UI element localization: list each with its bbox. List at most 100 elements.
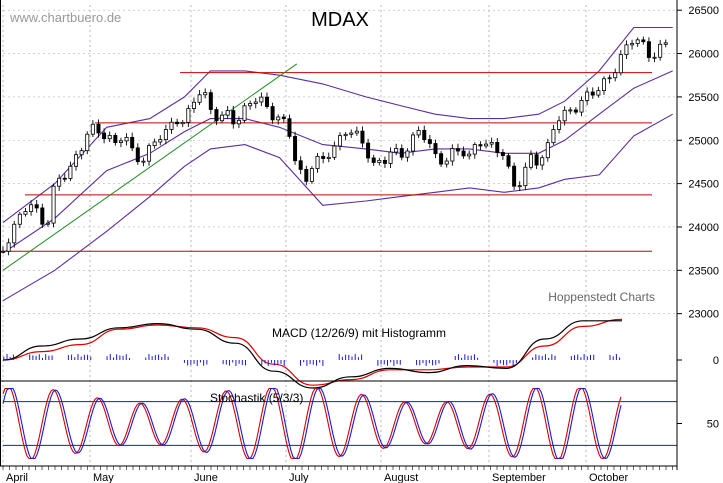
candle-body	[630, 43, 635, 46]
month-label: July	[289, 472, 309, 483]
candle-body	[231, 110, 236, 125]
candle-body	[652, 56, 657, 59]
candle-body	[371, 157, 376, 163]
candle-body	[416, 129, 421, 136]
candle-body	[517, 185, 522, 188]
candle-body	[85, 133, 90, 152]
candle-body	[422, 129, 427, 140]
candle-body	[607, 77, 612, 80]
price-tick-label: 24000	[688, 222, 719, 234]
panel-frames	[0, 0, 678, 470]
month-label: June	[194, 472, 218, 483]
candle-body	[439, 153, 444, 165]
candle-body	[45, 222, 50, 225]
candle-body	[512, 165, 517, 187]
candle-body	[304, 169, 309, 182]
candle-body	[124, 136, 129, 142]
candle-body	[51, 185, 56, 224]
candle-body	[29, 204, 34, 212]
candle-body	[186, 108, 191, 123]
candle-body	[377, 159, 382, 163]
candle-body	[40, 207, 45, 225]
candle-body	[147, 145, 152, 162]
candle-body	[309, 168, 314, 182]
candle-body	[0, 250, 6, 253]
stoch-tick-label: 50	[707, 419, 719, 431]
candle-body	[270, 106, 275, 121]
candle-body	[12, 223, 17, 244]
candle-body	[596, 90, 601, 96]
price-candles	[0, 36, 668, 256]
candle-body	[489, 142, 494, 145]
bollinger-lower	[2, 113, 673, 302]
candle-body	[450, 148, 455, 162]
candle-body	[118, 140, 123, 143]
candle-body	[349, 132, 354, 135]
candle-body	[321, 155, 326, 159]
candle-body	[62, 177, 67, 180]
candle-body	[197, 94, 202, 103]
stoch-d-line	[2, 387, 622, 460]
candle-body	[57, 177, 62, 187]
stochastic-label: Stochastik (5/3/3)	[210, 391, 303, 405]
macd-line	[2, 320, 622, 389]
candle-body	[236, 119, 241, 125]
candle-body	[343, 133, 348, 137]
candle-body	[557, 120, 562, 130]
macd-label: MACD (12/26/9) mit Histogramm	[272, 326, 446, 340]
candle-body	[175, 121, 180, 125]
credit-label: Hoppenstedt Charts	[548, 290, 655, 304]
candle-body	[528, 154, 533, 168]
candle-body	[79, 150, 84, 156]
candle-body	[96, 123, 101, 134]
candle-body	[562, 109, 567, 122]
candle-body	[444, 160, 449, 165]
candle-body	[180, 121, 185, 125]
candle-body	[433, 143, 438, 155]
candle-body	[545, 142, 550, 159]
candle-body	[158, 139, 163, 143]
macd-tick-label: 0	[713, 355, 719, 367]
price-tick-label: 23000	[688, 309, 719, 321]
candle-body	[624, 44, 629, 56]
candle-body	[394, 148, 399, 153]
price-tick-label: 26000	[688, 49, 719, 61]
candle-body	[332, 145, 337, 158]
candle-body	[298, 160, 303, 170]
candle-body	[242, 105, 247, 121]
candle-body	[551, 129, 556, 144]
candle-body	[337, 135, 342, 147]
candle-body	[214, 109, 219, 122]
candle-body	[315, 155, 320, 169]
price-tick-label: 23500	[688, 265, 719, 277]
month-label: October	[589, 472, 628, 483]
price-tick-label: 25000	[688, 135, 719, 147]
stoch-k-line	[2, 387, 622, 460]
candle-body	[74, 154, 79, 167]
candle-body	[388, 151, 393, 164]
candle-body	[455, 148, 460, 152]
candle-body	[90, 123, 95, 135]
candle-body	[663, 42, 668, 45]
candle-body	[590, 91, 595, 96]
candle-body	[506, 155, 511, 167]
candle-body	[405, 150, 410, 158]
candle-body	[500, 152, 505, 157]
candle-body	[253, 101, 258, 104]
candle-body	[208, 92, 213, 110]
candle-body	[326, 156, 331, 159]
candle-body	[613, 72, 618, 79]
candle-body	[585, 91, 590, 101]
candle-body	[467, 153, 472, 157]
candle-body	[141, 160, 146, 163]
candle-body	[382, 159, 387, 164]
candle-body	[646, 41, 651, 58]
month-label: August	[384, 472, 418, 483]
candle-body	[23, 211, 28, 215]
candle-body	[366, 142, 371, 159]
trend-line	[2, 63, 298, 271]
candle-body	[225, 110, 230, 116]
axes: April May June July August September October 23…	[2, 5, 719, 483]
candle-body	[259, 96, 264, 103]
